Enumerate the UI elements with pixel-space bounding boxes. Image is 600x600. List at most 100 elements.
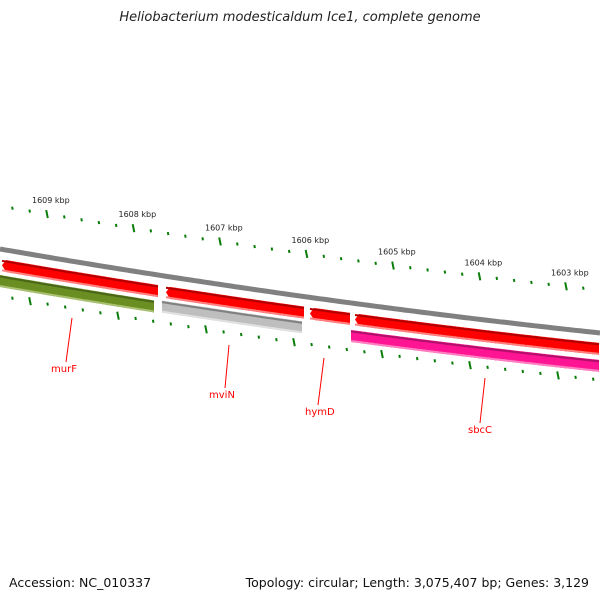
genome-summary-text: Topology: circular; Length: 3,075,407 bp… xyxy=(245,575,589,590)
outer-scale-minor-tick xyxy=(63,215,66,219)
gene-murF[interactable] xyxy=(0,275,154,313)
outer-scale-minor-tick xyxy=(80,218,83,222)
gene-shade xyxy=(350,330,600,363)
scale-label: 1607 kbp xyxy=(205,223,243,232)
inner-scale-minor-tick xyxy=(275,337,278,342)
outer-scale-minor-tick xyxy=(114,223,118,228)
gene-label-leader xyxy=(224,344,230,389)
inner-scale-minor-tick xyxy=(46,302,49,306)
inner-scale-minor-tick xyxy=(151,319,155,323)
inner-scale-minor-tick xyxy=(239,332,243,337)
gene-label-sbcC[interactable]: sbcC xyxy=(468,425,492,436)
outer-scale-minor-tick xyxy=(374,261,377,265)
outer-scale-minor-tick xyxy=(426,268,429,272)
inner-scale-minor-tick xyxy=(539,371,542,376)
gene-highlight xyxy=(350,340,600,372)
inner-scale-minor-tick xyxy=(345,347,349,352)
outer-scale-minor-tick xyxy=(236,242,239,246)
inner-scale-major-tick xyxy=(204,325,208,334)
inner-scale-minor-tick xyxy=(134,316,137,321)
gene-shade xyxy=(165,286,305,309)
gene-shade xyxy=(354,314,600,346)
inner-scale-minor-tick xyxy=(503,367,507,372)
inner-scale-minor-tick xyxy=(222,330,225,334)
gene-highlight xyxy=(1,269,159,297)
gene-highlight xyxy=(165,296,305,319)
outer-scale-minor-tick xyxy=(201,237,204,241)
outer-scale-minor-tick xyxy=(322,254,326,258)
outer-scale-major-tick xyxy=(391,261,395,270)
inner-scale-major-tick xyxy=(28,296,32,306)
scale-label: 1605 kbp xyxy=(378,248,416,257)
inner-scale-minor-tick xyxy=(81,308,85,312)
inner-scale-major-tick xyxy=(292,337,296,347)
gene-label-leader xyxy=(317,357,325,406)
outer-scale-minor-tick xyxy=(547,282,550,287)
outer-scale-major-tick xyxy=(564,282,568,291)
outer-scale-major-tick xyxy=(477,272,482,281)
outer-scale-minor-tick xyxy=(287,249,291,254)
gene-feature-0[interactable] xyxy=(2,260,158,297)
inner-scale-minor-tick xyxy=(257,335,261,339)
outer-scale-minor-tick xyxy=(339,256,343,261)
outer-scale-minor-tick xyxy=(495,276,499,281)
inner-scale-minor-tick xyxy=(521,369,525,374)
outer-scale-major-tick xyxy=(45,209,49,219)
outer-scale-minor-tick xyxy=(11,206,14,210)
outer-scale-minor-tick xyxy=(253,244,256,249)
map-title: Heliobacterium modesticaldum Ice1, compl… xyxy=(119,10,481,25)
genome-backbone xyxy=(0,246,600,336)
gene-highlight xyxy=(309,317,351,325)
inner-scale-minor-tick xyxy=(363,350,366,354)
inner-scale-minor-tick xyxy=(451,361,454,365)
gene-label-hymD[interactable]: hymD xyxy=(305,407,335,418)
gene-label-leader xyxy=(479,377,486,424)
outer-scale-minor-tick xyxy=(409,266,412,270)
outer-scale-minor-tick xyxy=(166,231,170,236)
outer-scale-minor-tick xyxy=(530,280,533,285)
outer-scale-minor-tick xyxy=(357,259,360,263)
inner-scale-major-tick xyxy=(380,349,384,359)
outer-scale-major-tick xyxy=(304,249,309,259)
gene-mviN[interactable] xyxy=(162,300,302,334)
gene-highlight xyxy=(354,323,600,355)
inner-scale-minor-tick xyxy=(169,322,173,326)
gene-highlight xyxy=(0,285,155,313)
inner-scale-minor-tick xyxy=(11,296,14,300)
gene-shade xyxy=(0,275,155,303)
inner-scale-minor-tick xyxy=(187,324,190,329)
inner-scale-minor-tick xyxy=(486,365,489,369)
accession-text: Accession: NC_010337 xyxy=(9,575,152,590)
scale-label: 1606 kbp xyxy=(292,236,330,245)
gene-label-murF[interactable]: murF xyxy=(51,364,77,375)
outer-scale-minor-tick xyxy=(443,270,447,274)
gene-feature-1[interactable] xyxy=(166,286,304,319)
outer-scale-minor-tick xyxy=(97,220,101,225)
inner-scale-minor-tick xyxy=(63,305,67,309)
inner-scale-minor-tick xyxy=(591,377,595,381)
outer-scale-major-tick xyxy=(218,237,222,246)
gene-label-mviN[interactable]: mviN xyxy=(209,390,235,401)
gene-label-leader xyxy=(65,317,73,363)
inner-scale-major-tick xyxy=(116,311,120,320)
inner-scale-minor-tick xyxy=(398,354,401,359)
outer-scale-minor-tick xyxy=(149,229,153,233)
outer-scale-minor-tick xyxy=(460,272,464,276)
scale-label: 1603 kbp xyxy=(551,268,589,277)
scale-label: 1604 kbp xyxy=(465,258,503,267)
outer-scale-minor-tick xyxy=(512,278,516,283)
gene-feature-3[interactable] xyxy=(355,314,599,355)
inner-scale-minor-tick xyxy=(574,375,577,380)
inner-scale-minor-tick xyxy=(415,356,419,361)
gene-shade xyxy=(161,301,303,324)
gene-shade xyxy=(1,259,159,288)
inner-scale-minor-tick xyxy=(433,359,437,363)
outer-scale-major-tick xyxy=(131,223,136,233)
inner-scale-minor-tick xyxy=(327,345,331,349)
inner-scale-major-tick xyxy=(556,371,560,380)
outer-scale-minor-tick xyxy=(184,234,187,238)
inner-scale-minor-tick xyxy=(99,311,102,315)
gene-highlight xyxy=(161,310,303,334)
scale-label: 1608 kbp xyxy=(119,210,157,219)
